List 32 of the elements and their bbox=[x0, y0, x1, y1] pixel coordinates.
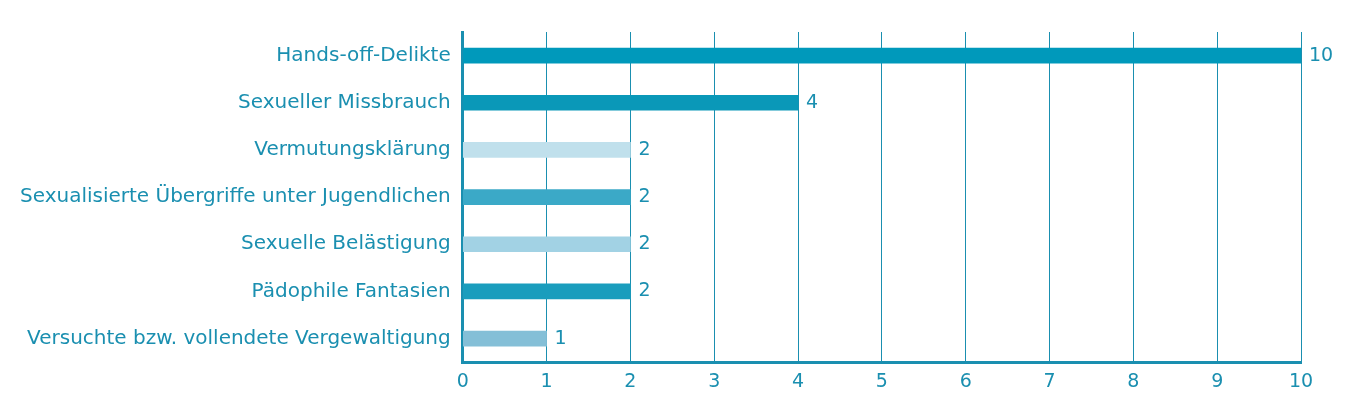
x-tick-label: 8 bbox=[1127, 368, 1140, 391]
x-tick-label: 0 bbox=[456, 368, 469, 391]
bar bbox=[462, 283, 631, 300]
x-tick-label: 1 bbox=[540, 368, 553, 391]
bar bbox=[462, 330, 547, 347]
y-tick-label: Hands-off-Delikte bbox=[276, 41, 451, 66]
x-tick-label: 6 bbox=[959, 368, 972, 391]
x-tick-label: 4 bbox=[792, 368, 805, 391]
x-tick-label: 2 bbox=[624, 368, 637, 391]
x-tick-label: 5 bbox=[875, 368, 888, 391]
x-tick-label: 3 bbox=[708, 368, 721, 391]
data-label: 2 bbox=[638, 136, 651, 159]
data-label: 10 bbox=[1309, 42, 1334, 65]
y-tick-label: Pädophile Fantasien bbox=[251, 277, 451, 302]
y-tick-label: Sexualisierte Übergriffe unter Jugendlichen bbox=[19, 183, 451, 208]
x-tick-label: 9 bbox=[1211, 368, 1224, 391]
bar bbox=[462, 47, 1301, 64]
y-tick-label: Sexuelle Belästigung bbox=[241, 230, 451, 255]
x-tick-label: 10 bbox=[1288, 368, 1314, 391]
data-label: 2 bbox=[638, 231, 651, 254]
bar bbox=[462, 94, 799, 111]
y-tick-label: Versuchte bzw. vollendete Vergewaltigung bbox=[27, 324, 451, 349]
bar bbox=[462, 189, 631, 205]
data-label: 1 bbox=[554, 325, 567, 348]
x-tick-label: 7 bbox=[1043, 368, 1056, 391]
data-label: 4 bbox=[806, 89, 819, 112]
bar bbox=[462, 236, 631, 253]
bar bbox=[462, 142, 631, 158]
data-label: 2 bbox=[638, 184, 651, 207]
y-tick-label: Vermutungsklärung bbox=[254, 136, 451, 161]
data-label: 2 bbox=[638, 278, 651, 301]
y-tick-label: Sexueller Missbrauch bbox=[238, 88, 451, 113]
